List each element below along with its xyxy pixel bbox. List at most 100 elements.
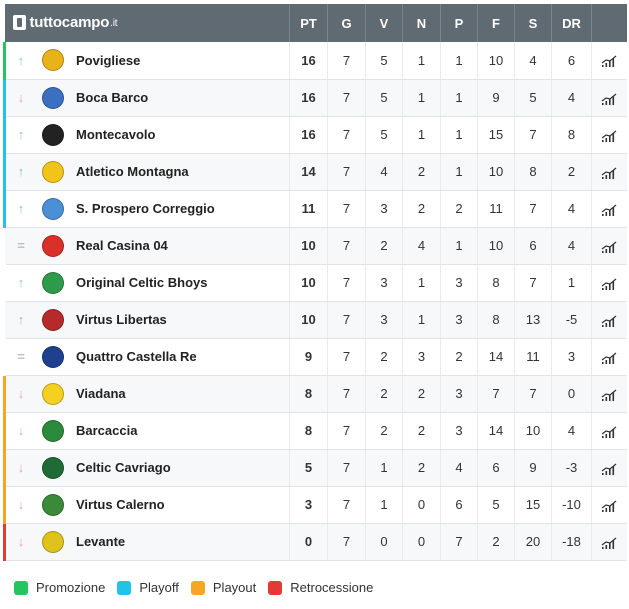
stats-button[interactable] (591, 264, 627, 302)
stats-button[interactable] (591, 523, 627, 561)
stat-s: 7 (514, 375, 552, 413)
table-row[interactable]: ↑ Original Celtic Bhoys 10 7 3 1 3 8 7 1 (4, 264, 627, 302)
stats-button[interactable] (591, 375, 627, 413)
stat-dr: -10 (551, 486, 592, 524)
stat-dr: 2 (551, 153, 592, 191)
team-cell: ↓ Boca Barco (3, 79, 290, 117)
table-row[interactable]: ↑ Povigliese 16 7 5 1 1 10 4 6 (3, 42, 627, 80)
team-name-link[interactable]: Real Casina 04 (76, 238, 168, 253)
table-row[interactable]: = Quattro Castella Re 9 7 2 3 2 14 11 3 (4, 338, 627, 376)
team-crest-icon (42, 271, 64, 294)
stats-button[interactable] (591, 486, 627, 524)
stat-s: 9 (514, 449, 552, 487)
team-name-link[interactable]: Atletico Montagna (76, 164, 189, 179)
arrow-down-icon: ↓ (17, 460, 25, 475)
stat-g: 7 (327, 79, 366, 117)
stat-n: 2 (402, 190, 441, 228)
table-row[interactable]: ↑ Montecavolo 16 7 5 1 1 15 7 8 (3, 116, 627, 154)
stat-f: 6 (477, 449, 515, 487)
team-info: ↓ Levante (6, 524, 289, 560)
stat-f: 15 (477, 116, 515, 154)
stat-p: 3 (440, 412, 478, 450)
table-row[interactable]: ↓ Virtus Calerno 3 7 1 0 6 5 15 -10 (3, 486, 627, 524)
stats-button[interactable] (591, 301, 627, 339)
team-info: ↑ Atletico Montagna (6, 154, 289, 190)
stat-p: 1 (440, 116, 478, 154)
brand-logo[interactable]: tuttocampo .it (12, 14, 118, 31)
team-cell: ↓ Barcaccia (3, 412, 290, 450)
stat-f: 9 (477, 79, 515, 117)
team-name-link[interactable]: Boca Barco (76, 90, 149, 105)
table-row[interactable]: ↑ Atletico Montagna 14 7 4 2 1 10 8 2 (3, 153, 627, 191)
team-info: = Quattro Castella Re (6, 339, 289, 375)
stat-pt: 0 (289, 523, 328, 561)
team-info: ↓ Boca Barco (6, 80, 289, 116)
stat-f: 10 (477, 227, 515, 265)
stat-dr: 8 (551, 116, 592, 154)
stat-p: 6 (440, 486, 478, 524)
table-row[interactable]: ↓ Celtic Cavriago 5 7 1 2 4 6 9 -3 (3, 449, 627, 487)
arrow-up-icon: ↑ (17, 164, 25, 179)
stat-dr: 4 (551, 412, 592, 450)
stat-v: 5 (365, 116, 403, 154)
team-name-link[interactable]: Celtic Cavriago (76, 460, 171, 475)
table-row[interactable]: ↓ Barcaccia 8 7 2 2 3 14 10 4 (3, 412, 627, 450)
stat-g: 7 (327, 449, 366, 487)
table-row[interactable]: ↑ Virtus Libertas 10 7 3 1 3 8 13 -5 (4, 301, 627, 339)
equals-icon: = (17, 349, 25, 364)
stats-button[interactable] (591, 116, 627, 154)
team-crest-icon (42, 197, 64, 220)
stat-p: 3 (440, 301, 478, 339)
team-name-link[interactable]: S. Prospero Correggio (76, 201, 215, 216)
stats-button[interactable] (591, 190, 627, 228)
column-header-stats (591, 4, 627, 42)
team-name-link[interactable]: Levante (76, 534, 126, 549)
stat-n: 2 (402, 153, 441, 191)
stat-dr: 4 (551, 79, 592, 117)
team-name-link[interactable]: Montecavolo (76, 127, 156, 142)
stat-n: 1 (402, 116, 441, 154)
stat-f: 5 (477, 486, 515, 524)
stats-chart-icon (601, 426, 617, 438)
team-name-link[interactable]: Quattro Castella Re (76, 349, 197, 364)
team-cell: ↓ Levante (3, 523, 290, 561)
team-cell: = Quattro Castella Re (4, 338, 290, 376)
legend-item-retrocessione: Retrocessione (268, 580, 373, 595)
stat-v: 2 (365, 375, 403, 413)
stats-button[interactable] (591, 412, 627, 450)
column-header-g: G (327, 4, 366, 42)
team-name-link[interactable]: Barcaccia (76, 423, 138, 438)
table-row[interactable]: ↓ Viadana 8 7 2 2 3 7 7 0 (3, 375, 627, 413)
stat-f: 14 (477, 412, 515, 450)
stat-v: 4 (365, 153, 403, 191)
stats-button[interactable] (591, 79, 627, 117)
team-name-link[interactable]: Virtus Calerno (76, 497, 165, 512)
stat-g: 7 (327, 227, 366, 265)
stat-f: 8 (477, 264, 515, 302)
team-crest-icon (42, 123, 64, 146)
stats-button[interactable] (591, 227, 627, 265)
stats-button[interactable] (591, 153, 627, 191)
stats-button[interactable] (591, 449, 627, 487)
stat-f: 8 (477, 301, 515, 339)
stats-button[interactable] (591, 42, 627, 80)
table-row[interactable]: ↓ Levante 0 7 0 0 7 2 20 -18 (3, 523, 627, 561)
stat-dr: -5 (551, 301, 592, 339)
stat-v: 2 (365, 338, 403, 376)
team-name-link[interactable]: Virtus Libertas (76, 312, 167, 327)
stats-chart-icon (601, 130, 617, 142)
stats-chart-icon (601, 278, 617, 290)
stats-chart-icon (601, 167, 617, 179)
stats-button[interactable] (591, 338, 627, 376)
arrow-up-icon: ↑ (17, 201, 25, 216)
team-cell: ↓ Celtic Cavriago (3, 449, 290, 487)
table-row[interactable]: ↑ S. Prospero Correggio 11 7 3 2 2 11 7 4 (3, 190, 627, 228)
table-row[interactable]: ↓ Boca Barco 16 7 5 1 1 9 5 4 (3, 79, 627, 117)
table-row[interactable]: = Real Casina 04 10 7 2 4 1 10 6 4 (4, 227, 627, 265)
table-header: tuttocampo .it PT G V N P F S DR (4, 4, 627, 42)
column-header-dr: DR (551, 4, 592, 42)
column-header-s: S (514, 4, 552, 42)
team-name-link[interactable]: Povigliese (76, 52, 141, 68)
team-name-link[interactable]: Original Celtic Bhoys (76, 275, 208, 290)
team-name-link[interactable]: Viadana (76, 386, 126, 401)
